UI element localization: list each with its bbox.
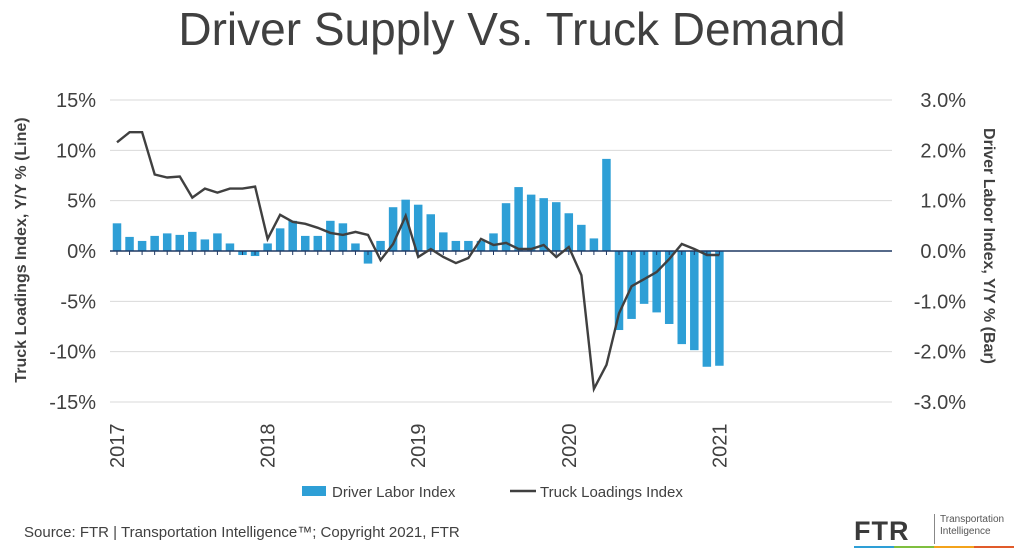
bar: [363, 251, 373, 264]
bar: [564, 213, 574, 251]
bar: [301, 235, 310, 251]
legend-item-truck-loadings-index: Truck Loadings Index: [540, 484, 683, 501]
logo-color-bar: [854, 546, 1014, 548]
bar: [476, 240, 486, 251]
left-tick-label: 5%: [67, 191, 96, 213]
legend-item-driver-labor-index: Driver Labor Index: [332, 484, 456, 501]
bar: [188, 231, 197, 251]
right-axis-ticks: 3.0% 2.0% 1.0% 0.0% -1.0% -2.0% -3.0%: [914, 90, 966, 414]
bar: [589, 238, 599, 251]
bar: [162, 233, 172, 251]
ftr-logo: FTR Transportation Intelligence: [854, 510, 1014, 550]
right-tick-label: 1.0%: [920, 191, 966, 213]
bar: [577, 224, 586, 251]
bar: [501, 203, 511, 251]
bar: [715, 251, 724, 366]
bar: [137, 240, 147, 251]
bar: [263, 243, 272, 251]
logo-mark: FTR: [854, 516, 910, 546]
bar: [539, 198, 548, 251]
legend-bar-swatch: [302, 486, 326, 496]
bar: [326, 220, 335, 251]
line-series-truck-loadings-index: [116, 131, 720, 393]
logo-line-1: Transportation: [940, 514, 1005, 525]
bar: [275, 228, 285, 251]
bar: [652, 251, 661, 313]
x-axis-ticks: 2017 2018 2019 2020 2021: [107, 251, 731, 468]
bar: [514, 187, 523, 251]
right-tick-label: -2.0%: [914, 342, 966, 364]
right-tick-label: 0.0%: [920, 241, 966, 263]
bar: [288, 220, 297, 251]
chart-title: Driver Supply Vs. Truck Demand: [178, 3, 846, 55]
year-label: 2018: [258, 424, 280, 469]
bar: [451, 240, 461, 251]
bar: [401, 199, 410, 251]
bar: [351, 243, 360, 251]
bar: [313, 235, 323, 251]
bar: [489, 233, 498, 251]
bar: [439, 232, 448, 251]
right-tick-label: -1.0%: [914, 291, 966, 313]
bar: [200, 239, 210, 251]
right-tick-label: 3.0%: [920, 90, 966, 112]
bar: [464, 240, 473, 251]
right-tick-label: -3.0%: [914, 392, 966, 414]
bar: [677, 251, 686, 345]
left-tick-label: 10%: [56, 140, 96, 162]
right-axis-label: Driver Labor Index, Y/Y % (Bar): [980, 128, 997, 364]
left-tick-label: -10%: [49, 342, 96, 364]
source-note: Source: FTR | Transportation Intelligenc…: [24, 524, 460, 541]
bar: [639, 251, 649, 304]
bar: [388, 207, 398, 251]
bar: [552, 202, 561, 251]
logo-line-2: Intelligence: [940, 526, 991, 537]
year-label: 2021: [709, 424, 731, 469]
bar: [150, 235, 159, 251]
bar: [426, 214, 435, 251]
bar: [338, 223, 348, 251]
bar: [690, 251, 699, 351]
logo-divider: [934, 514, 935, 544]
year-label: 2020: [559, 424, 581, 469]
bar: [213, 233, 222, 251]
bar: [376, 240, 385, 251]
left-axis-label: Truck Loadings Index, Y/Y % (Line): [13, 117, 30, 382]
bar: [125, 236, 134, 251]
bar: [664, 251, 674, 324]
bar: [702, 251, 712, 367]
bar: [602, 158, 611, 251]
bar: [614, 251, 624, 331]
left-tick-label: 0%: [67, 241, 96, 263]
bar: [112, 223, 122, 251]
left-tick-label: -15%: [49, 392, 96, 414]
bar: [413, 204, 423, 251]
left-axis-ticks: 15% 10% 5% 0% -5% -10% -15%: [49, 90, 96, 414]
gridlines: [110, 99, 892, 403]
right-tick-label: 2.0%: [920, 140, 966, 162]
bar: [175, 234, 184, 251]
year-label: 2017: [107, 424, 129, 469]
left-tick-label: -5%: [60, 291, 96, 313]
logo-tagline: Transportation Intelligence: [940, 514, 1004, 538]
legend: Driver Labor Index Truck Loadings Index: [302, 484, 683, 501]
bar: [526, 194, 536, 251]
year-label: 2019: [408, 424, 430, 469]
bar: [225, 243, 235, 251]
left-tick-label: 15%: [56, 90, 96, 112]
